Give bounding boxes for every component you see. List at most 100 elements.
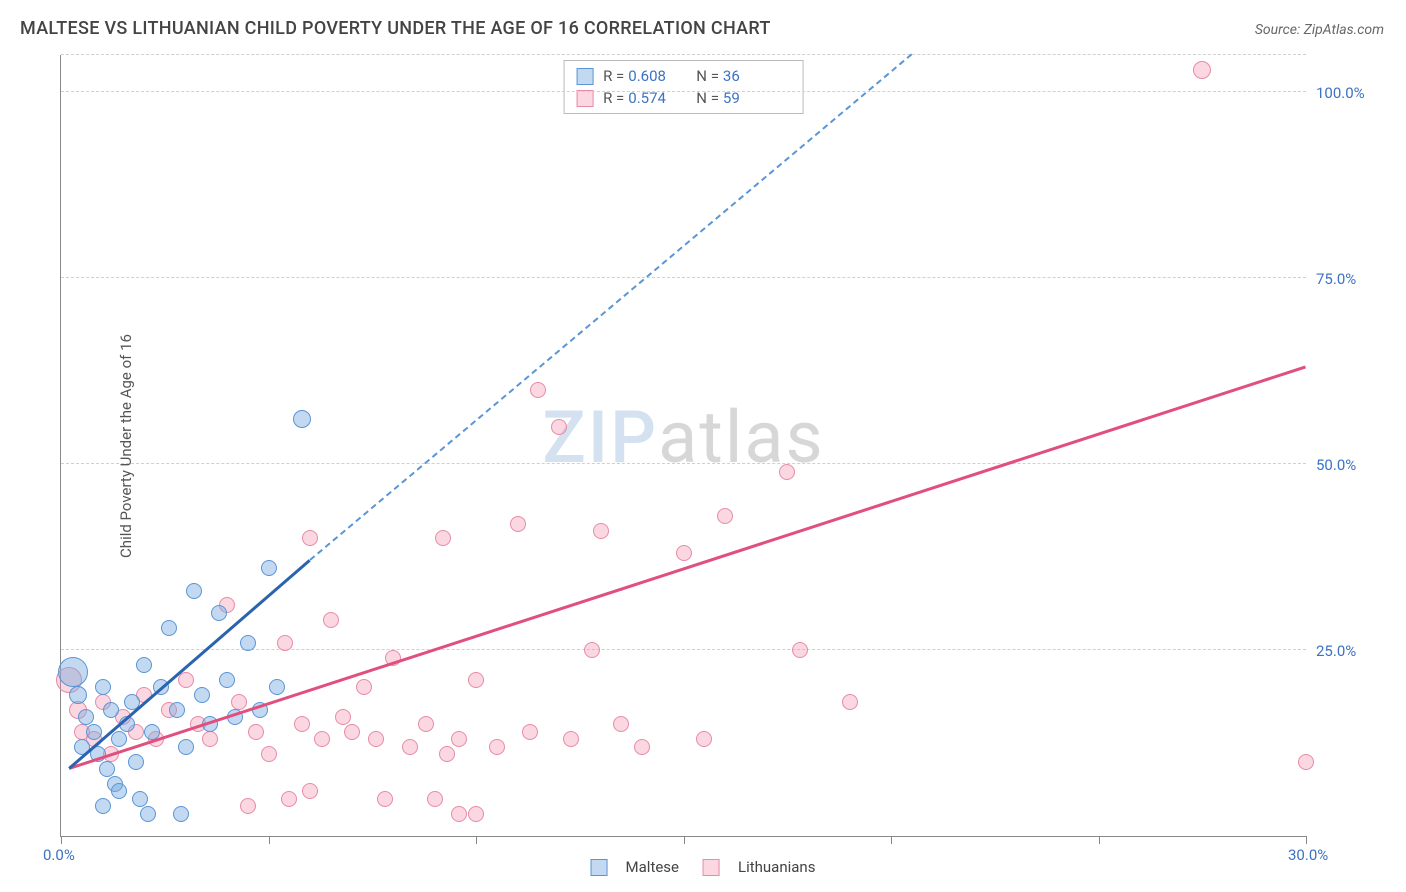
scatter-point-lithuanian xyxy=(261,746,277,762)
scatter-point-maltese xyxy=(128,754,144,770)
grid-line xyxy=(61,54,1306,55)
scatter-point-lithuanian xyxy=(314,731,330,747)
grid-line xyxy=(61,277,1306,278)
scatter-point-lithuanian xyxy=(344,724,360,740)
scatter-point-maltese xyxy=(211,605,227,621)
scatter-point-lithuanian xyxy=(178,672,194,688)
scatter-point-lithuanian xyxy=(584,642,600,658)
scatter-point-lithuanian xyxy=(335,709,351,725)
stats-legend-box: R = 0.608 N = 36 R = 0.574 N = 59 xyxy=(563,60,804,114)
x-tick xyxy=(269,836,270,844)
scatter-point-lithuanian xyxy=(377,791,393,807)
scatter-point-maltese xyxy=(78,709,94,725)
scatter-point-lithuanian xyxy=(613,716,629,732)
scatter-point-lithuanian xyxy=(842,694,858,710)
bottom-legend: Maltese Lithuanians xyxy=(591,858,816,876)
scatter-point-lithuanian xyxy=(231,694,247,710)
scatter-point-lithuanian xyxy=(418,716,434,732)
legend-item-maltese: Maltese xyxy=(591,858,679,876)
scatter-point-maltese xyxy=(103,702,119,718)
stats-row-maltese: R = 0.608 N = 36 xyxy=(564,65,803,87)
legend-label: Maltese xyxy=(626,858,679,876)
x-tick xyxy=(684,836,685,844)
x-tick-label: 30.0% xyxy=(1288,846,1328,864)
scatter-point-maltese xyxy=(161,620,177,636)
scatter-point-lithuanian xyxy=(551,419,567,435)
scatter-point-lithuanian xyxy=(451,806,467,822)
n-label: N = xyxy=(696,67,719,85)
scatter-point-maltese xyxy=(111,731,127,747)
scatter-point-lithuanian xyxy=(1298,754,1314,770)
x-tick xyxy=(1306,836,1307,844)
swatch-icon xyxy=(591,859,608,876)
scatter-point-lithuanian xyxy=(676,545,692,561)
legend-item-lithuanians: Lithuanians xyxy=(703,858,815,876)
grid-line xyxy=(61,463,1306,464)
x-tick xyxy=(61,836,62,844)
scatter-point-lithuanian xyxy=(302,530,318,546)
scatter-point-lithuanian xyxy=(323,612,339,628)
scatter-point-maltese xyxy=(219,672,235,688)
watermark-part2: atlas xyxy=(658,395,825,480)
scatter-point-lithuanian xyxy=(356,679,372,695)
trendline-maltese-extrapolated xyxy=(309,53,912,560)
scatter-point-lithuanian xyxy=(402,739,418,755)
grid-line xyxy=(61,91,1306,92)
scatter-point-lithuanian xyxy=(281,791,297,807)
scatter-point-lithuanian xyxy=(530,382,546,398)
scatter-point-lithuanian xyxy=(696,731,712,747)
scatter-point-maltese xyxy=(261,560,277,576)
x-tick-label: 0.0% xyxy=(43,846,75,864)
swatch-icon xyxy=(576,68,593,85)
x-tick xyxy=(476,836,477,844)
scatter-point-lithuanian xyxy=(634,739,650,755)
swatch-icon xyxy=(703,859,720,876)
scatter-point-maltese xyxy=(186,583,202,599)
scatter-point-lithuanian xyxy=(779,464,795,480)
scatter-point-lithuanian xyxy=(522,724,538,740)
scatter-point-maltese xyxy=(132,791,148,807)
scatter-point-lithuanian xyxy=(202,731,218,747)
scatter-point-lithuanian xyxy=(427,791,443,807)
scatter-point-maltese xyxy=(293,410,311,428)
trendline-lithuanian xyxy=(69,365,1306,769)
y-tick-label: 75.0% xyxy=(1316,270,1376,288)
scatter-point-lithuanian xyxy=(489,739,505,755)
scatter-point-lithuanian xyxy=(368,731,384,747)
y-tick-label: 100.0% xyxy=(1316,84,1376,102)
plot-area: ZIPatlas R = 0.608 N = 36 R = 0.574 N = … xyxy=(60,55,1306,837)
scatter-point-lithuanian xyxy=(248,724,264,740)
scatter-point-maltese xyxy=(86,724,102,740)
scatter-point-lithuanian xyxy=(510,516,526,532)
scatter-point-lithuanian xyxy=(240,798,256,814)
scatter-point-maltese xyxy=(95,798,111,814)
y-tick-label: 50.0% xyxy=(1316,456,1376,474)
scatter-point-maltese xyxy=(99,761,115,777)
legend-label: Lithuanians xyxy=(738,858,815,876)
chart-title: MALTESE VS LITHUANIAN CHILD POVERTY UNDE… xyxy=(20,18,771,39)
scatter-point-lithuanian xyxy=(302,783,318,799)
scatter-point-lithuanian xyxy=(792,642,808,658)
scatter-point-lithuanian xyxy=(593,523,609,539)
scatter-point-lithuanian xyxy=(435,530,451,546)
scatter-point-lithuanian xyxy=(717,508,733,524)
y-tick-label: 25.0% xyxy=(1316,642,1376,660)
scatter-point-maltese xyxy=(178,739,194,755)
scatter-point-maltese xyxy=(136,657,152,673)
watermark-part1: ZIP xyxy=(542,395,658,480)
n-value: 36 xyxy=(723,67,773,85)
scatter-point-lithuanian xyxy=(563,731,579,747)
scatter-point-lithuanian xyxy=(451,731,467,747)
scatter-point-lithuanian xyxy=(468,806,484,822)
scatter-point-lithuanian xyxy=(468,672,484,688)
scatter-point-maltese xyxy=(169,702,185,718)
scatter-point-maltese xyxy=(140,806,156,822)
scatter-point-lithuanian xyxy=(1193,61,1211,79)
scatter-point-maltese xyxy=(58,657,88,687)
scatter-point-maltese xyxy=(95,679,111,695)
scatter-point-maltese xyxy=(269,679,285,695)
scatter-point-maltese xyxy=(111,783,127,799)
scatter-point-lithuanian xyxy=(294,716,310,732)
scatter-point-lithuanian xyxy=(439,746,455,762)
r-label: R = xyxy=(603,67,624,85)
